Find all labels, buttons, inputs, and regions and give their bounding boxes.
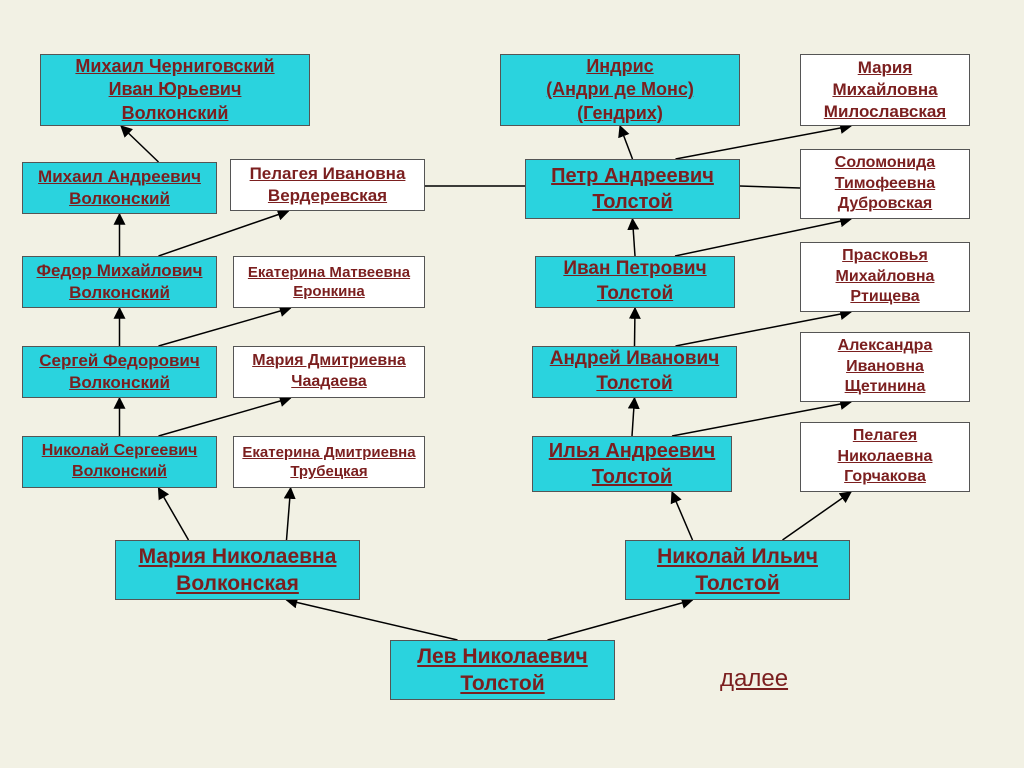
tree-node-n6[interactable]: Мария ДмитриевнаЧаадаева: [233, 346, 425, 398]
node-text: Михайловна: [832, 79, 937, 101]
node-text: Ртищева: [850, 287, 919, 308]
node-text: Горчакова: [844, 467, 926, 488]
edge-arrow: [633, 219, 636, 256]
node-text: Соломонида: [835, 153, 935, 174]
node-text: Толстой: [460, 670, 544, 697]
node-text: Трубецкая: [290, 462, 367, 482]
node-text: Еронкина: [293, 282, 365, 302]
node-text: Мария Дмитриевна: [252, 351, 406, 372]
node-text: Толстой: [597, 282, 673, 307]
edge-arrow: [159, 398, 291, 436]
node-text: Мария: [858, 57, 913, 79]
node-text: (Гендрих): [577, 102, 663, 125]
tree-node-n10[interactable]: Индрис(Андри де Монс)(Гендрих): [500, 54, 740, 126]
tree-node-n18[interactable]: Илья АндреевичТолстой: [532, 436, 732, 492]
edge-arrow: [159, 488, 189, 540]
edge-arrow: [620, 126, 633, 159]
edge-arrow: [159, 211, 289, 256]
node-text: (Андри де Монс): [546, 78, 694, 101]
node-text: Андрей Иванович: [550, 347, 720, 372]
node-text: Михаил Черниговский: [75, 55, 274, 78]
connector-line: [740, 186, 800, 188]
node-text: Вердеревская: [268, 185, 387, 207]
tree-node-n3[interactable]: Федор МихайловичВолконский: [22, 256, 217, 308]
tree-node-n16[interactable]: Андрей ИвановичТолстой: [532, 346, 737, 398]
edge-arrow: [159, 308, 291, 346]
tree-node-n19[interactable]: ПелагеяНиколаевнаГорчакова: [800, 422, 970, 492]
tree-node-n21[interactable]: Лев НиколаевичТолстой: [390, 640, 615, 700]
node-text: Лев Николаевич: [417, 643, 587, 670]
node-text: Волконский: [69, 188, 170, 210]
tree-node-n4[interactable]: Екатерина МатвеевнаЕронкина: [233, 256, 425, 308]
tree-node-n12[interactable]: Петр АндреевичТолстой: [525, 159, 740, 219]
node-text: Сергей Федорович: [39, 350, 200, 372]
tree-node-n7[interactable]: Николай СергеевичВолконский: [22, 436, 217, 488]
node-text: Николай Сергеевич: [42, 441, 198, 462]
edge-arrow: [783, 492, 852, 540]
edge-arrow: [287, 488, 291, 540]
node-text: Щетинина: [845, 377, 926, 398]
node-text: Николаевна: [838, 447, 933, 468]
node-text: Толстой: [592, 189, 672, 215]
node-text: Мария Николаевна: [139, 543, 337, 570]
node-text: Пелагея: [853, 426, 917, 447]
node-text: Михайловна: [836, 267, 935, 288]
tree-node-n20[interactable]: Николай ИльичТолстой: [625, 540, 850, 600]
edge-arrow: [287, 600, 458, 640]
node-text: Екатерина Дмитриевна: [242, 443, 415, 463]
tree-node-n0[interactable]: Михаил ЧерниговскийИван ЮрьевичВолконски…: [40, 54, 310, 126]
tree-node-n5[interactable]: Сергей ФедоровичВолконский: [22, 346, 217, 398]
node-text: Прасковья: [842, 246, 928, 267]
node-text: Волконский: [69, 372, 170, 394]
node-text: Дубровская: [838, 194, 933, 215]
tree-node-n15[interactable]: ПрасковьяМихайловнаРтищева: [800, 242, 970, 312]
edge-arrow: [121, 126, 159, 162]
tree-node-n9[interactable]: Мария НиколаевнаВолконская: [115, 540, 360, 600]
edge-arrow: [548, 600, 693, 640]
node-text: Михаил Андреевич: [38, 166, 201, 188]
node-text: Толстой: [695, 570, 779, 597]
edge-arrow: [635, 308, 636, 346]
node-text: Екатерина Матвеевна: [248, 263, 410, 283]
node-text: Федор Михайлович: [37, 260, 203, 282]
tree-node-n2[interactable]: Пелагея ИвановнаВердеревская: [230, 159, 425, 211]
node-text: Иван Юрьевич: [109, 78, 242, 101]
node-text: Петр Андреевич: [551, 163, 714, 189]
node-text: Чаадаева: [291, 372, 367, 393]
node-text: Александра: [838, 336, 933, 357]
tree-node-n13[interactable]: СоломонидаТимофеевнаДубровская: [800, 149, 970, 219]
edge-arrow: [672, 492, 693, 540]
node-text: Волконский: [72, 462, 167, 483]
node-text: Толстой: [592, 464, 672, 490]
tree-node-n11[interactable]: МарияМихайловнаМилославская: [800, 54, 970, 126]
node-text: Пелагея Ивановна: [250, 163, 406, 185]
node-text: Индрис: [586, 55, 653, 78]
node-text: Николай Ильич: [657, 543, 818, 570]
tree-node-n8[interactable]: Екатерина ДмитриевнаТрубецкая: [233, 436, 425, 488]
node-text: Милославская: [824, 101, 946, 123]
edge-arrow: [632, 398, 635, 436]
node-text: Толстой: [596, 372, 672, 397]
node-text: Тимофеевна: [835, 174, 935, 195]
node-text: Илья Андреевич: [549, 438, 715, 464]
node-text: Волконский: [122, 102, 229, 125]
node-text: Волконский: [69, 282, 170, 304]
tree-node-n17[interactable]: АлександраИвановнаЩетинина: [800, 332, 970, 402]
node-text: Иван Петрович: [563, 257, 706, 282]
next-link[interactable]: далее: [720, 665, 788, 693]
tree-node-n14[interactable]: Иван ПетровичТолстой: [535, 256, 735, 308]
node-text: Ивановна: [846, 357, 924, 378]
tree-node-n1[interactable]: Михаил АндреевичВолконский: [22, 162, 217, 214]
node-text: Волконская: [176, 570, 299, 597]
